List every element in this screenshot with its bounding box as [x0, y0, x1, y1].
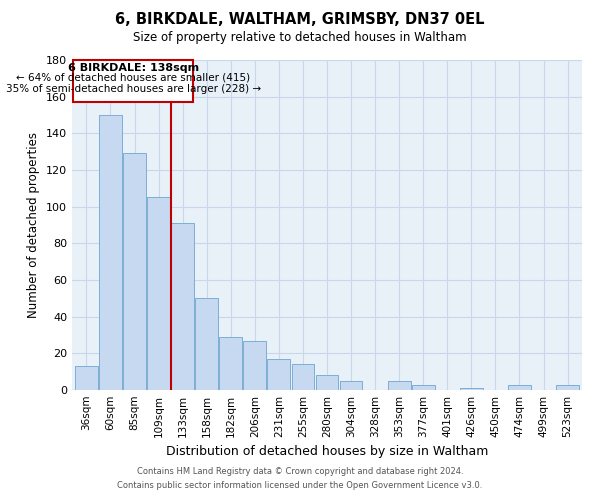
Bar [412, 384, 434, 390]
Bar [340, 381, 362, 390]
Text: ← 64% of detached houses are smaller (415): ← 64% of detached houses are smaller (41… [16, 73, 250, 83]
Bar [195, 298, 218, 390]
Y-axis label: Number of detached properties: Number of detached properties [28, 132, 40, 318]
Text: Size of property relative to detached houses in Waltham: Size of property relative to detached ho… [133, 31, 467, 44]
Bar [147, 198, 170, 390]
Bar [316, 376, 338, 390]
Bar [123, 154, 146, 390]
Bar [220, 337, 242, 390]
Bar [292, 364, 314, 390]
X-axis label: Distribution of detached houses by size in Waltham: Distribution of detached houses by size … [166, 446, 488, 458]
Bar [99, 115, 122, 390]
Text: 6, BIRKDALE, WALTHAM, GRIMSBY, DN37 0EL: 6, BIRKDALE, WALTHAM, GRIMSBY, DN37 0EL [115, 12, 485, 28]
Bar [556, 384, 579, 390]
Text: Contains public sector information licensed under the Open Government Licence v3: Contains public sector information licen… [118, 481, 482, 490]
Bar [268, 359, 290, 390]
Bar [460, 388, 483, 390]
Bar [244, 340, 266, 390]
Text: 6 BIRKDALE: 138sqm: 6 BIRKDALE: 138sqm [68, 62, 199, 72]
Text: Contains HM Land Registry data © Crown copyright and database right 2024.: Contains HM Land Registry data © Crown c… [137, 467, 463, 476]
Bar [508, 384, 531, 390]
Bar [171, 223, 194, 390]
Bar [75, 366, 98, 390]
FancyBboxPatch shape [73, 60, 193, 102]
Bar [388, 381, 410, 390]
Text: 35% of semi-detached houses are larger (228) →: 35% of semi-detached houses are larger (… [6, 84, 261, 94]
